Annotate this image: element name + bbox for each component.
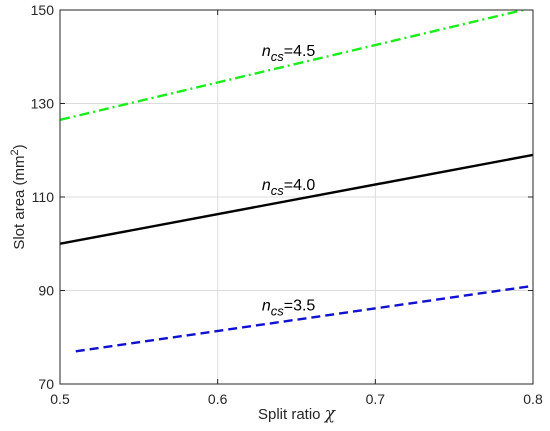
x-tick-label: 0.7: [366, 391, 386, 407]
series-label-2: ncs=3.5: [262, 298, 316, 319]
y-axis-label: Slot area (mm2): [9, 144, 28, 249]
x-tick-label: 0.5: [50, 391, 70, 407]
series-line-1: [60, 153, 533, 245]
x-axis-label: Split ratio χ: [258, 404, 337, 424]
y-tick-label: 150: [31, 2, 55, 18]
y-tick-label: 130: [31, 96, 55, 112]
x-tick-label: 0.6: [208, 391, 228, 407]
x-tick-label: 0.8: [523, 391, 543, 407]
y-tick-label: 110: [32, 189, 55, 205]
series-label-1: ncs=4.0: [262, 177, 316, 198]
series-group: [60, 10, 533, 353]
series-line-2: [75, 284, 533, 353]
series-line-0: [60, 10, 529, 122]
y-tick-label: 70: [38, 376, 54, 392]
series-label-0: ncs=4.5: [262, 43, 316, 64]
y-tick-label: 90: [38, 283, 54, 299]
